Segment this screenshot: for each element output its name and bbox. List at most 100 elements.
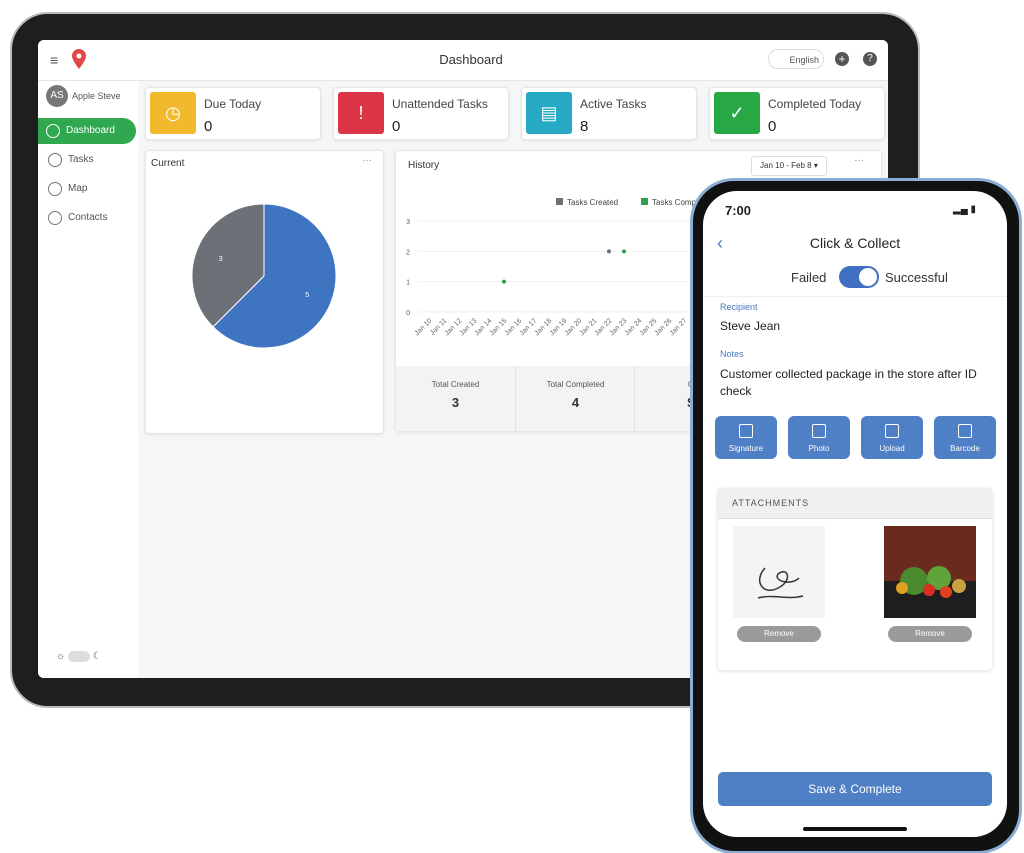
toggle[interactable] xyxy=(839,266,879,288)
total-label: Total Created xyxy=(431,380,480,389)
stat-label: Due Today xyxy=(204,97,262,111)
card-menu[interactable]: … xyxy=(854,153,864,164)
stat-value: 0 xyxy=(768,118,777,135)
status-time: 7:00 xyxy=(725,203,752,218)
point xyxy=(607,249,611,254)
page-title: Dashboard xyxy=(439,52,503,67)
nav-icon xyxy=(48,211,62,225)
button-label: Signature xyxy=(728,444,764,453)
total-value: 3 xyxy=(451,395,460,410)
nav-item[interactable]: Map xyxy=(40,176,136,202)
point xyxy=(622,249,626,254)
button-icon xyxy=(885,424,899,438)
toggle-on-label: Successful xyxy=(885,270,948,285)
menu-icon[interactable]: ≡ xyxy=(50,52,59,68)
stat-value: 0 xyxy=(392,118,401,135)
total: Total Created 3 xyxy=(396,366,515,431)
stat-card: ! Unattended Tasks 0 xyxy=(333,87,509,140)
status-icons: ▂▄ ▮ xyxy=(953,204,977,215)
pie-slice xyxy=(212,203,337,349)
action-button[interactable]: Signature xyxy=(715,416,777,459)
stat-label: Active Tasks xyxy=(580,97,647,111)
y-tick-label: 3 xyxy=(406,219,410,226)
stat-value: 8 xyxy=(580,118,589,135)
attachments-card: ATTACHMENTS Remove Remove xyxy=(718,488,992,670)
language-button[interactable]: English xyxy=(768,49,824,69)
stat-icon: ! xyxy=(338,92,384,134)
phone-screen: 7:00 ▂▄ ▮ ‹ Click & Collect Failed Succe… xyxy=(703,191,1007,837)
add-button[interactable]: + xyxy=(835,52,849,66)
card-menu[interactable]: … xyxy=(362,153,372,164)
recipient[interactable]: Steve Jean xyxy=(720,319,781,333)
notes[interactable]: Customer collected package in the store … xyxy=(720,367,977,398)
stat-card: ▤ Active Tasks 8 xyxy=(521,87,697,140)
action-button[interactable]: Upload xyxy=(861,416,923,459)
date-range[interactable]: Jan 10 - Feb 8 ▾ xyxy=(751,156,827,176)
theme-toggle[interactable]: ☼ ☾ xyxy=(56,651,102,663)
button-icon xyxy=(739,424,753,438)
stat-icon: ▤ xyxy=(526,92,572,134)
field-label: Recipient xyxy=(720,302,758,312)
save-label: Save & Complete xyxy=(808,782,902,796)
stat-icon: ◷ xyxy=(150,92,196,134)
toggle-off-label: Failed xyxy=(791,270,827,285)
top-bar: ≡ Dashboard English + ? xyxy=(38,40,888,81)
card-title: Current xyxy=(151,158,185,169)
legend-label: Tasks Created xyxy=(567,198,618,207)
attachments-title: ATTACHMENTS xyxy=(732,498,810,508)
total-value: 4 xyxy=(571,395,580,410)
total-label: Total Completed xyxy=(546,380,605,389)
back-button[interactable]: ‹ xyxy=(717,233,723,253)
stat-card: ◷ Due Today 0 xyxy=(145,87,321,140)
save-button[interactable]: Save & Complete xyxy=(718,772,992,806)
nav-icon xyxy=(48,153,62,167)
legend-label: Tasks Completed xyxy=(652,198,713,207)
nav-icon xyxy=(48,182,62,196)
legend-swatch xyxy=(556,198,563,205)
phone-title: Click & Collect xyxy=(809,235,901,251)
button-label: Barcode xyxy=(950,444,980,453)
point xyxy=(502,279,506,284)
remove-button[interactable]: Remove xyxy=(888,626,972,642)
nav-item[interactable]: Dashboard xyxy=(38,118,136,144)
y-tick-label: 0 xyxy=(406,310,410,317)
button-label: Upload xyxy=(879,444,905,453)
stat-label: Unattended Tasks xyxy=(392,97,488,111)
nav-label: Tasks xyxy=(68,154,94,165)
x-tick-label: Jan 27 xyxy=(669,317,689,337)
button-label: Photo xyxy=(808,444,830,453)
button-icon xyxy=(812,424,826,438)
pie-chart: 35 xyxy=(191,203,337,349)
button-icon xyxy=(958,424,972,438)
legend-swatch xyxy=(641,198,648,205)
nav-item[interactable]: Tasks xyxy=(40,147,136,173)
help-button[interactable]: ? xyxy=(863,52,877,66)
logo xyxy=(72,49,86,69)
total: Total Completed 4 xyxy=(515,366,635,431)
pie-slice xyxy=(191,203,265,328)
nav-icon xyxy=(46,124,60,138)
slice-label: 3 xyxy=(219,256,223,263)
action-button[interactable]: Photo xyxy=(788,416,850,459)
stat-label: Completed Today xyxy=(768,97,862,111)
remove-button[interactable]: Remove xyxy=(737,626,821,642)
sidebar: AS Apple Steve Dashboard Tasks Map Contacts… xyxy=(38,81,138,678)
stat-card: ✓ Completed Today 0 xyxy=(709,87,885,140)
nav-item[interactable]: Contacts xyxy=(40,205,136,231)
card-title: History xyxy=(408,160,440,171)
y-tick-label: 2 xyxy=(406,249,410,256)
user-name: Apple Steve xyxy=(72,91,121,101)
nav-label: Map xyxy=(68,183,88,194)
y-tick-label: 1 xyxy=(406,280,410,287)
home-indicator xyxy=(803,827,907,831)
produce-image xyxy=(884,526,976,618)
stat-icon: ✓ xyxy=(714,92,760,134)
field-label: Notes xyxy=(720,349,744,359)
date-range-text: Jan 10 - Feb 8 xyxy=(760,161,812,170)
nav-label: Contacts xyxy=(68,212,108,223)
signature-image xyxy=(733,526,825,618)
slice-label: 5 xyxy=(305,292,309,299)
action-button[interactable]: Barcode xyxy=(934,416,996,459)
